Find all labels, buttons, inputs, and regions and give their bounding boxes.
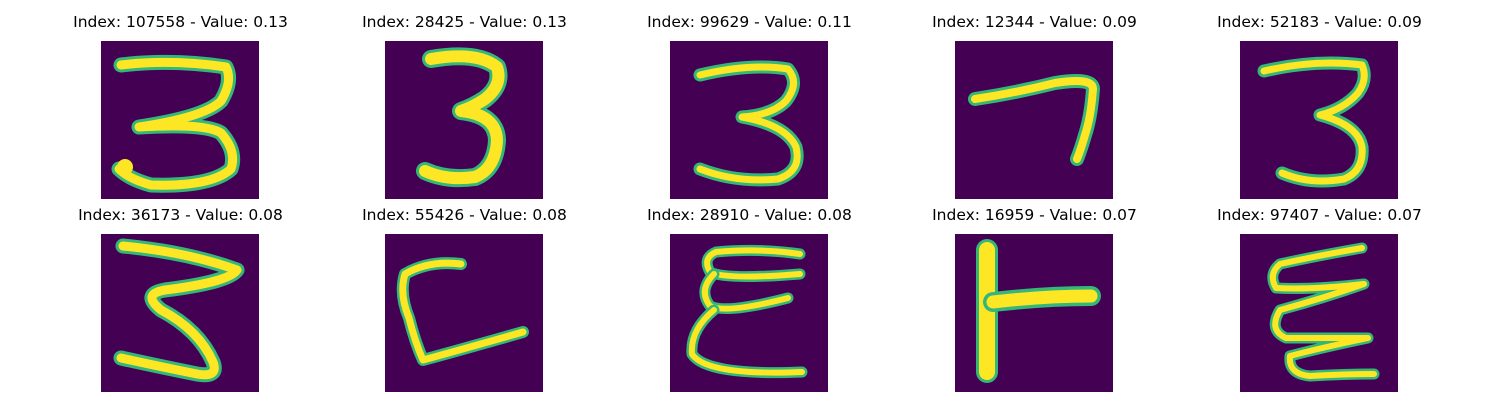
digit-image xyxy=(1240,234,1398,392)
digit-image xyxy=(670,41,828,199)
panel-title: Index: 16959 - Value: 0.07 xyxy=(932,206,1137,224)
panel-title: Index: 97407 - Value: 0.07 xyxy=(1217,206,1422,224)
panel-title: Index: 36173 - Value: 0.08 xyxy=(78,206,283,224)
panel-title: Index: 28910 - Value: 0.08 xyxy=(647,206,852,224)
digit-image xyxy=(670,234,828,392)
digit-image xyxy=(1240,41,1398,199)
digit-image xyxy=(955,234,1113,392)
digit-image xyxy=(385,41,543,199)
panel-2: Index: 28425 - Value: 0.13 xyxy=(322,7,607,199)
panel-1: Index: 107558 - Value: 0.13 xyxy=(38,7,323,199)
panel-8: Index: 28910 - Value: 0.08 xyxy=(607,200,892,392)
digit-image xyxy=(101,234,259,392)
panel-5: Index: 52183 - Value: 0.09 xyxy=(1177,7,1462,199)
panel-10: Index: 97407 - Value: 0.07 xyxy=(1177,200,1462,392)
panel-3: Index: 99629 - Value: 0.11 xyxy=(607,7,892,199)
panel-title: Index: 99629 - Value: 0.11 xyxy=(647,13,852,31)
panel-title: Index: 12344 - Value: 0.09 xyxy=(932,13,1137,31)
panel-title: Index: 107558 - Value: 0.13 xyxy=(73,13,288,31)
panel-title: Index: 55426 - Value: 0.08 xyxy=(362,206,567,224)
panel-title: Index: 52183 - Value: 0.09 xyxy=(1217,13,1422,31)
panel-4: Index: 12344 - Value: 0.09 xyxy=(892,7,1177,199)
panel-title: Index: 28425 - Value: 0.13 xyxy=(362,13,567,31)
digit-image xyxy=(955,41,1113,199)
panel-9: Index: 16959 - Value: 0.07 xyxy=(892,200,1177,392)
digit-image xyxy=(101,41,259,199)
digit-image xyxy=(385,234,543,392)
panel-7: Index: 55426 - Value: 0.08 xyxy=(322,200,607,392)
panel-6: Index: 36173 - Value: 0.08 xyxy=(38,200,323,392)
